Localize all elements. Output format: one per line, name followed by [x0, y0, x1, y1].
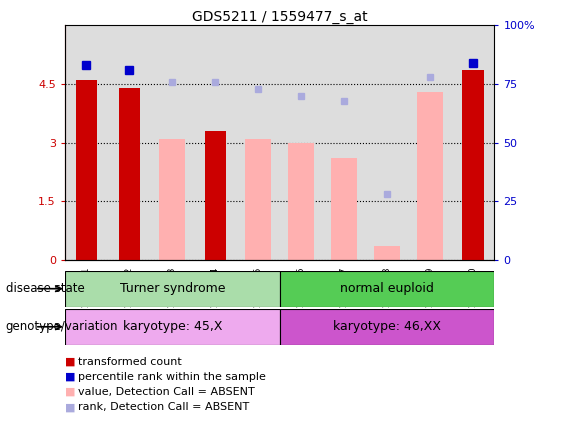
Bar — [65, 309, 280, 345]
Text: ■: ■ — [65, 357, 76, 367]
Bar — [65, 25, 108, 260]
Bar — [205, 131, 226, 260]
Text: transformed count: transformed count — [78, 357, 182, 367]
Text: percentile rank within the sample: percentile rank within the sample — [78, 372, 266, 382]
Bar — [408, 25, 451, 260]
Bar — [374, 247, 400, 260]
Text: karyotype: 45,X: karyotype: 45,X — [123, 320, 222, 333]
Bar — [76, 80, 97, 260]
Text: value, Detection Call = ABSENT: value, Detection Call = ABSENT — [78, 387, 255, 397]
Bar — [194, 25, 237, 260]
Bar — [451, 25, 494, 260]
Text: rank, Detection Call = ABSENT: rank, Detection Call = ABSENT — [78, 402, 249, 412]
Bar — [159, 139, 185, 260]
Bar — [280, 25, 323, 260]
Bar — [288, 143, 314, 260]
Text: normal euploid: normal euploid — [340, 282, 434, 295]
Bar — [108, 25, 151, 260]
Text: ■: ■ — [65, 372, 76, 382]
Bar — [366, 25, 408, 260]
Text: ■: ■ — [65, 387, 76, 397]
Bar — [323, 25, 366, 260]
Bar — [417, 92, 443, 260]
Text: genotype/variation: genotype/variation — [6, 320, 118, 333]
Bar — [65, 271, 280, 307]
Text: karyotype: 46,XX: karyotype: 46,XX — [333, 320, 441, 333]
Bar — [119, 88, 140, 260]
Bar — [280, 309, 494, 345]
Bar — [462, 70, 484, 260]
Text: ■: ■ — [65, 402, 76, 412]
Bar — [245, 139, 271, 260]
Title: GDS5211 / 1559477_s_at: GDS5211 / 1559477_s_at — [192, 10, 367, 25]
Bar — [331, 159, 357, 260]
Bar — [237, 25, 280, 260]
Text: Turner syndrome: Turner syndrome — [120, 282, 225, 295]
Bar — [151, 25, 194, 260]
Bar — [280, 271, 494, 307]
Text: disease state: disease state — [6, 283, 84, 295]
